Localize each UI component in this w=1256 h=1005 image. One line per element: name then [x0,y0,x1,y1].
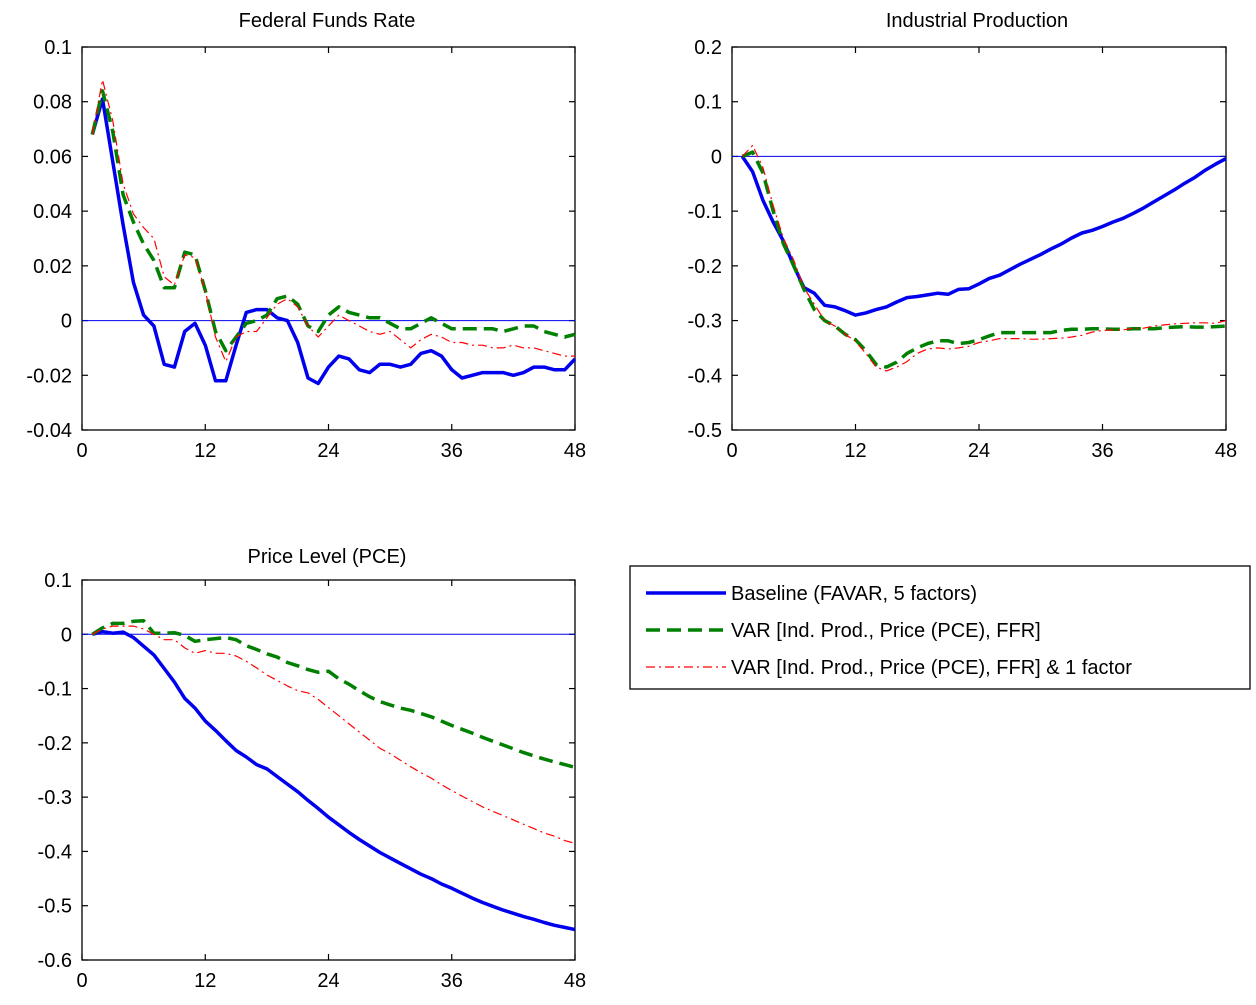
y-tick-label: -0.4 [688,365,722,387]
y-tick-label: -0.1 [688,201,722,223]
legend: Baseline (FAVAR, 5 factors) VAR [Ind. Pr… [629,565,1251,690]
x-tick-label: 24 [317,440,339,462]
y-tick-label: -0.3 [38,787,72,809]
chart-title: Price Level (PCE) [248,546,407,568]
x-tick-label: 0 [76,440,87,462]
series-baseline-line [91,629,576,932]
series-var-1-factor-line [741,144,1227,372]
y-tick-label: 0.04 [33,201,72,223]
legend-label: VAR [Ind. Prod., Price (PCE), FFR] [731,620,1041,642]
plot-area [731,46,1227,431]
legend-entry-var: VAR [Ind. Prod., Price (PCE), FFR] [646,620,1041,642]
x-tick-label: 0 [76,970,87,992]
y-tick-label: -0.2 [688,256,722,278]
x-tick-label: 12 [194,440,216,462]
y-tick-label: -0.6 [38,950,72,972]
x-tick-label: 24 [968,440,990,462]
y-tick-label: 0 [711,146,722,168]
series-var-line [91,618,576,769]
y-tick-label: -0.04 [26,420,72,442]
x-tick-label: 0 [726,440,737,462]
legend-entry-var-1-factor: VAR [Ind. Prod., Price (PCE), FFR] & 1 f… [646,657,1132,679]
series-var-line [741,150,1227,369]
y-tick-label: -0.5 [688,420,722,442]
panel-price-level-pce: Price Level (PCE) 0 12 24 36 48 -0.6 -0.5 -0.4 -… [38,546,587,992]
x-tick-label: 36 [1091,440,1113,462]
series-var-1-factor-line [92,625,576,844]
y-tick-label: -0.4 [38,841,72,863]
series-var-line [90,89,576,353]
legend-entry-baseline: Baseline (FAVAR, 5 factors) [646,583,977,605]
chart-title: Federal Funds Rate [239,10,416,32]
y-tick-label: 0.08 [33,92,72,114]
y-tick-label: 0 [61,624,72,646]
legend-label: Baseline (FAVAR, 5 factors) [731,583,977,605]
y-tick-label: -0.02 [26,365,72,387]
x-tick-label: 48 [564,970,586,992]
x-tick-label: 36 [441,440,463,462]
y-tick-label: 0.1 [694,92,722,114]
plot-area [81,579,576,961]
x-tick-label: 48 [564,440,586,462]
chart-title: Industrial Production [886,10,1068,32]
x-tick-label: 24 [317,970,339,992]
panel-federal-funds-rate: Federal Funds Rate 0 12 24 36 48 -0.04 -0.02 0 0… [26,10,586,462]
x-tick-label: 12 [194,970,216,992]
y-tick-label: 0.2 [694,37,722,59]
legend-label: VAR [Ind. Prod., Price (PCE), FFR] & 1 f… [731,657,1132,679]
series-baseline-line [90,97,577,386]
y-tick-label: 0.1 [44,37,72,59]
y-tick-label: -0.5 [38,896,72,918]
y-tick-label: 0.06 [33,146,72,168]
y-tick-label: -0.2 [38,733,72,755]
x-tick-label: 36 [441,970,463,992]
y-tick-label: 0.1 [44,570,72,592]
y-tick-label: 0 [61,311,72,333]
series-var-1-factor-line [91,79,575,363]
y-tick-label: -0.1 [38,679,72,701]
x-tick-label: 12 [844,440,866,462]
y-tick-label: 0.02 [33,256,72,278]
legend-box [629,565,1251,690]
y-tick-label: -0.3 [688,311,722,333]
panel-industrial-production: Industrial Production 0 12 24 36 48 -0.5 -0.4 -… [688,10,1238,462]
series-baseline-line [740,155,1227,317]
x-tick-label: 48 [1215,440,1237,462]
